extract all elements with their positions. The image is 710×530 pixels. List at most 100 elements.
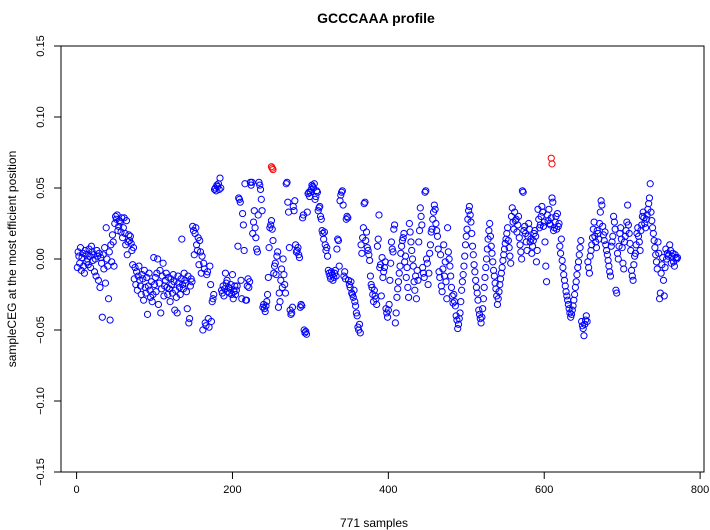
data-point xyxy=(432,219,440,228)
data-point xyxy=(311,195,319,203)
data-point xyxy=(101,279,110,287)
data-point xyxy=(92,272,100,280)
data-point xyxy=(567,313,575,321)
data-point xyxy=(221,269,230,277)
data-point xyxy=(457,298,465,306)
data-point xyxy=(140,296,148,304)
data-point xyxy=(176,290,184,299)
data-point xyxy=(243,282,251,290)
data-point xyxy=(196,236,204,245)
data-point xyxy=(310,180,318,188)
data-point xyxy=(175,279,183,287)
data-point xyxy=(431,205,439,213)
data-point xyxy=(518,187,527,195)
data-point xyxy=(489,258,497,266)
data-point xyxy=(433,232,442,240)
data-point xyxy=(207,317,216,326)
data-point xyxy=(397,249,405,257)
data-point xyxy=(127,239,135,247)
data-point xyxy=(408,255,417,263)
data-point xyxy=(220,292,228,300)
data-point xyxy=(236,198,244,206)
data-point xyxy=(129,244,138,252)
data-point xyxy=(454,324,462,333)
data-point xyxy=(271,259,279,267)
chart-title: GCCCAAA profile xyxy=(317,10,435,26)
data-point xyxy=(81,246,89,255)
data-point xyxy=(436,251,445,259)
data-point xyxy=(315,204,323,212)
data-point xyxy=(617,224,625,232)
data-point xyxy=(517,248,525,256)
data-point xyxy=(231,290,240,299)
data-point xyxy=(337,191,345,199)
data-point xyxy=(519,188,527,196)
data-point xyxy=(154,300,163,309)
data-point xyxy=(450,298,459,306)
data-point xyxy=(486,232,495,240)
data-point xyxy=(196,248,205,256)
data-point xyxy=(256,181,264,189)
data-point xyxy=(564,296,572,304)
data-point xyxy=(563,292,571,300)
data-point xyxy=(287,310,295,318)
data-point xyxy=(475,306,483,314)
data-point xyxy=(267,217,276,225)
data-point xyxy=(447,272,455,280)
data-point xyxy=(556,249,565,257)
data-point xyxy=(190,251,198,259)
data-point xyxy=(265,244,273,252)
data-point xyxy=(575,251,583,259)
data-point xyxy=(395,269,403,277)
data-point xyxy=(335,262,343,270)
data-point xyxy=(104,295,113,303)
data-point xyxy=(188,278,196,286)
data-point xyxy=(375,211,383,219)
data-point xyxy=(148,298,156,306)
data-point xyxy=(123,251,131,259)
data-point xyxy=(352,302,360,310)
data-point xyxy=(281,280,289,289)
data-point xyxy=(273,252,281,260)
data-point xyxy=(389,248,397,256)
data-point xyxy=(606,272,615,280)
data-point xyxy=(269,236,277,245)
data-point xyxy=(255,178,263,186)
data-point xyxy=(247,181,255,189)
data-point xyxy=(593,227,601,235)
data-point xyxy=(399,234,407,242)
data-point xyxy=(465,202,473,211)
x-axis-label: 771 samples xyxy=(340,516,408,530)
data-point xyxy=(150,280,159,289)
data-point xyxy=(364,246,372,255)
data-point xyxy=(404,283,412,291)
data-point xyxy=(470,261,478,269)
data-point xyxy=(573,271,581,279)
data-point xyxy=(541,238,549,246)
data-point xyxy=(126,232,134,240)
data-point xyxy=(333,245,341,253)
data-point xyxy=(468,242,477,250)
y-tick-label: 0.10 xyxy=(35,106,47,127)
data-point xyxy=(423,259,431,267)
data-point xyxy=(121,229,129,238)
data-point xyxy=(651,244,659,252)
data-point xyxy=(154,255,162,263)
data-point xyxy=(554,222,562,230)
data-point xyxy=(257,195,265,203)
data-point xyxy=(460,262,468,270)
data-point xyxy=(659,276,668,284)
data-point xyxy=(302,327,310,336)
data-point xyxy=(482,263,490,272)
data-point xyxy=(653,265,661,273)
data-point xyxy=(303,208,311,216)
data-point xyxy=(533,246,541,255)
data-point xyxy=(456,309,464,317)
data-point xyxy=(471,268,479,276)
data-point xyxy=(239,221,247,229)
data-point xyxy=(394,278,403,286)
data-point xyxy=(458,286,466,294)
data-point xyxy=(413,266,421,274)
data-point xyxy=(635,238,643,246)
data-point xyxy=(237,276,245,284)
